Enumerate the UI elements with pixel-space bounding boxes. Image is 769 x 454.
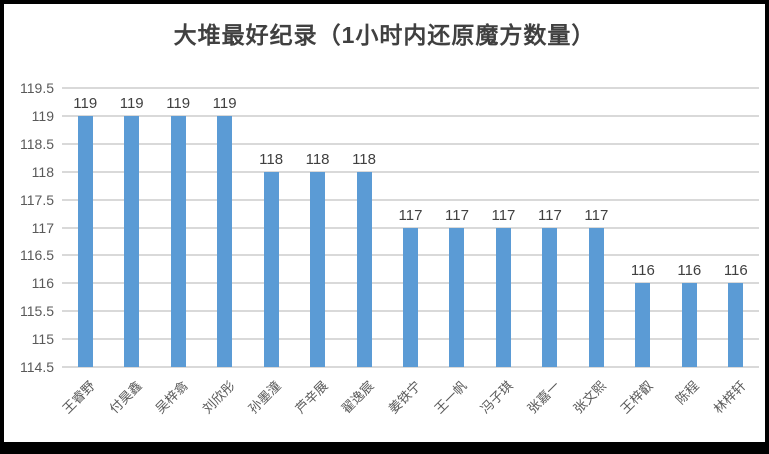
chart-title: 大堆最好纪录（1小时内还原魔方数量） [173,22,596,48]
bars-row: 119 119 119 119 118 118 118 117 117 117 117 117 116 1… [62,88,759,367]
x-axis-label: 王睿野 [59,378,98,417]
x-axis-label: 王梓叡 [617,378,656,417]
x-slot: 张嘉一 [524,372,573,442]
y-tick-label: 116.5 [20,247,54,264]
x-slot: 姜铁宁 [385,372,433,442]
x-axis: 王睿野 付昊鑫 吴梓翕 刘欣彤 孙墨潼 芦辛展 翟逸宸 姜铁宁 王一帆 冯子琪 张嘉一 张文熙 王梓叡陈… [60,372,759,442]
x-slot: 林梓轩 [710,372,759,442]
x-slot: 王睿野 [60,372,108,442]
bar [728,283,744,367]
bar-value-label: 119 [166,94,191,112]
bar-slot: 117 [527,88,573,367]
bar-slot: 116 [620,88,666,367]
bar-slot: 117 [573,88,619,367]
bar-slot: 118 [248,88,294,367]
y-tick-label: 119.5 [20,80,54,96]
bar [356,171,372,367]
bar-slot: 119 [155,88,201,367]
bar-slot: 119 [62,88,108,367]
bar-value-label: 119 [73,94,98,112]
bar-value-label: 117 [398,206,423,224]
bar [170,115,186,367]
bar-slot: 118 [341,88,387,367]
bar [542,227,558,367]
x-slot: 付昊鑫 [106,372,154,442]
bar-slot: 119 [108,88,154,367]
x-axis-label: 姜铁宁 [385,378,424,417]
bar [77,115,93,367]
bar [495,227,511,367]
bar-value-label: 119 [119,94,144,112]
bar-slot: 117 [434,88,480,367]
bar-value-label: 118 [305,150,330,168]
y-tick-label: 119 [31,107,54,124]
gridline [62,142,759,145]
x-slot: 张文熙 [571,372,619,442]
bar-value-label: 117 [491,206,516,224]
bar [635,283,651,367]
bar [449,227,465,367]
x-slot: 翟逸宸 [339,372,387,442]
bar [217,115,233,367]
x-axis-label: 孙墨潼 [245,378,284,417]
x-axis-label: 陈程 [673,378,703,408]
bar-value-label: 117 [445,206,469,224]
bar-value-label: 116 [723,262,748,280]
y-tick-label: 118.5 [20,135,54,152]
y-axis: 119.5 119 118.5 118 117.5 117 116.5 116 115.5 115… [4,80,54,375]
x-axis-label: 林梓轩 [710,378,749,417]
x-axis-label: 吴梓翕 [152,378,191,417]
plot-area: 119 119 119 119 118 118 118 117 117 117 117 117 116 1… [62,87,759,368]
x-axis-label: 芦辛展 [292,378,331,417]
bar-slot: 117 [387,88,433,367]
bar [403,227,419,367]
x-slot: 王梓叡 [617,372,666,442]
x-slot: 王一帆 [432,372,480,442]
gridline [62,170,759,173]
y-tick-label: 116 [31,275,54,292]
y-tick-label: 115 [31,331,54,348]
gridline [62,366,759,368]
x-slot: 冯子琪 [478,372,526,442]
bar-slot: 118 [294,88,340,367]
bar-slot: 116 [713,88,759,367]
bar-value-label: 117 [584,206,609,224]
bar-value-label: 118 [352,150,376,168]
bar [263,171,279,367]
x-slot: 孙墨潼 [246,372,294,442]
bar [588,227,604,367]
bar-value-label: 118 [259,150,284,168]
bar-value-label: 116 [630,262,655,280]
y-tick-label: 117.5 [20,191,54,208]
x-axis-label: 张嘉一 [524,378,563,417]
bar [124,115,140,367]
x-axis-label: 王一帆 [431,378,470,417]
x-axis-label: 张文熙 [570,378,610,417]
bar-value-label: 119 [212,94,237,112]
y-tick-label: 115.5 [20,303,54,320]
y-tick-label: 118 [31,163,54,180]
y-tick-label: 114.5 [20,359,54,375]
bar-slot: 117 [480,88,526,367]
bar-value-label: 116 [677,262,702,280]
x-slot: 刘欣彤 [199,372,247,442]
x-slot: 吴梓翕 [153,372,201,442]
gridline [62,114,759,117]
bar-slot: 116 [666,88,712,367]
gridline [62,87,759,89]
bar-value-label: 117 [537,206,562,224]
x-slot: 陈程 [666,372,712,442]
x-axis-label: 翟逸宸 [338,378,377,417]
x-slot: 芦辛展 [292,372,340,442]
bar [681,283,697,367]
bar [310,171,326,367]
bar-slot: 119 [201,88,247,367]
x-axis-label: 付昊鑫 [106,378,145,417]
x-axis-label: 冯子琪 [477,378,517,417]
y-tick-label: 117 [31,219,54,236]
gridline [62,198,759,201]
x-axis-label: 刘欣彤 [199,378,238,417]
